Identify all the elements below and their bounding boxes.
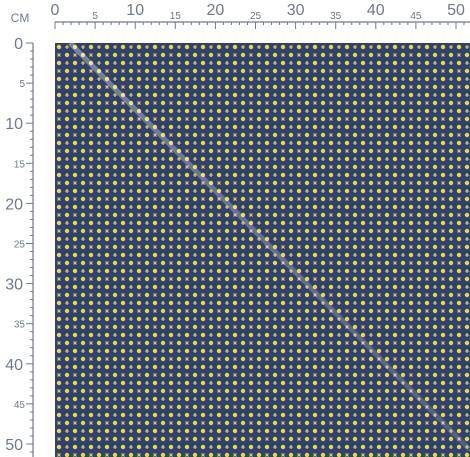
top-ruler-label: 10 (126, 2, 144, 19)
top-ruler-label: 25 (250, 11, 262, 22)
left-ruler-label: 45 (14, 400, 26, 411)
top-ruler-label: 50 (447, 2, 465, 19)
left-ruler-label: 0 (14, 36, 23, 53)
fabric-sheen (68, 41, 470, 452)
left-ruler-label: 50 (5, 437, 23, 454)
top-ruler-label: 35 (330, 11, 342, 22)
top-ruler-label: 45 (410, 11, 422, 22)
top-ruler-label: 40 (367, 2, 385, 19)
left-ruler-label: 5 (19, 79, 25, 90)
top-ruler-label: 15 (170, 11, 182, 22)
left-ruler-label: 40 (5, 357, 23, 374)
top-ruler-label: 20 (207, 2, 225, 19)
top-ruler-label: 0 (51, 2, 60, 19)
top-ruler-label: 5 (92, 11, 98, 22)
left-ruler-label: 10 (5, 116, 23, 133)
unit-label: CM (11, 11, 30, 25)
left-ruler-label: 15 (14, 159, 26, 170)
top-ruler-label: 30 (287, 2, 305, 19)
left-ruler-label: 35 (14, 320, 26, 331)
left-ruler-label: 20 (5, 196, 23, 213)
fabric (55, 43, 470, 457)
left-ruler-label: 30 (5, 277, 23, 294)
left-ruler-label: 25 (14, 240, 26, 251)
